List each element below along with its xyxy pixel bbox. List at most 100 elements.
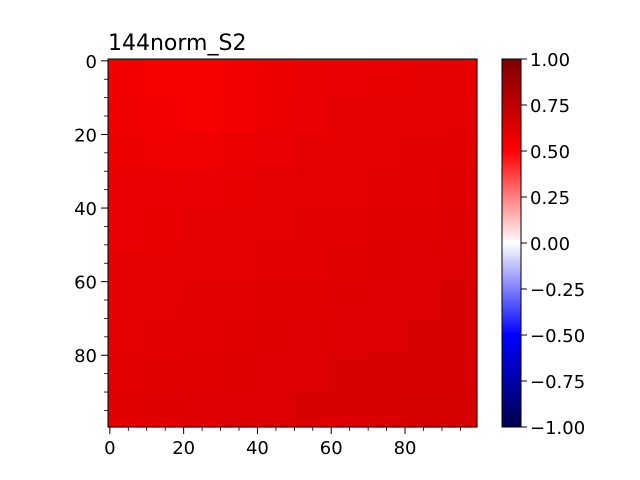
colorbar-tick-label: 0.75 <box>530 96 570 117</box>
y-tick-label: 20 <box>74 125 97 146</box>
heatmap-cell <box>366 279 404 318</box>
heatmap-cell <box>218 132 257 170</box>
heatmap-cell <box>108 132 146 170</box>
heatmap-cell <box>366 243 404 281</box>
heatmap-cell <box>366 132 404 170</box>
heatmap-cell <box>181 206 220 244</box>
colorbar-tick-label: 0.50 <box>530 142 570 163</box>
heatmap-cell <box>329 132 367 170</box>
heatmap-cell <box>292 206 330 244</box>
colorbar-tick-label: 0.25 <box>530 188 570 209</box>
y-tick-label: 80 <box>74 346 97 367</box>
heatmap-cell <box>329 279 367 318</box>
colorbar-tick-label: −0.75 <box>530 372 585 393</box>
x-tick-label: 40 <box>246 438 269 459</box>
heatmap-cell <box>292 132 330 170</box>
heatmap-cell <box>292 353 330 391</box>
heatmap-cell <box>144 169 183 207</box>
heatmap-cell <box>329 206 367 244</box>
heatmap-cell <box>403 59 441 97</box>
heatmap-cell <box>366 390 404 428</box>
y-tick-label: 60 <box>74 273 97 294</box>
heatmap-cell <box>218 353 257 391</box>
heatmap-cell <box>181 316 220 354</box>
x-axis: 0 20 40 60 80 <box>104 427 461 459</box>
heatmap-cell <box>181 59 220 97</box>
heatmap-cell <box>181 243 220 281</box>
heatmap-cell <box>144 59 183 97</box>
heatmap-cell <box>108 279 146 318</box>
y-tick-label: 40 <box>74 199 97 220</box>
heatmap-cell <box>255 59 294 97</box>
heatmap-cell <box>255 353 294 391</box>
heatmap-cell <box>440 59 478 97</box>
heatmap-cell <box>403 206 441 244</box>
heatmap-cell <box>366 316 404 354</box>
heatmap-cell <box>403 95 441 134</box>
heatmap-cell <box>181 132 220 170</box>
heatmap-cell <box>329 353 367 391</box>
x-tick-label: 60 <box>320 438 343 459</box>
heatmap-cell <box>403 169 441 207</box>
colorbar-tick-label: −0.50 <box>530 326 585 347</box>
heatmap-cell <box>403 353 441 391</box>
heatmap-cell <box>181 279 220 318</box>
heatmap-cell <box>366 169 404 207</box>
heatmap-cell <box>403 132 441 170</box>
heatmap-cell <box>255 316 294 354</box>
heatmap-cell <box>218 206 257 244</box>
chart-title: 144norm_S2 <box>108 31 246 56</box>
heatmap-cell <box>181 95 220 134</box>
heatmap-cell <box>108 316 146 354</box>
x-tick-label: 20 <box>172 438 195 459</box>
heatmap-cell <box>403 316 441 354</box>
colorbar-tick-label: −0.25 <box>530 280 585 301</box>
heatmap-cell <box>218 390 257 428</box>
y-tick-label: 0 <box>86 52 97 73</box>
heatmap-cell <box>255 279 294 318</box>
heatmap-cell <box>144 95 183 134</box>
heatmap-cell <box>218 243 257 281</box>
heatmap-cell <box>144 390 183 428</box>
heatmap-cell <box>255 169 294 207</box>
heatmap-cell <box>181 353 220 391</box>
heatmap-cell <box>440 206 478 244</box>
heatmap-cell <box>255 95 294 134</box>
heatmap-cell <box>144 316 183 354</box>
heatmap-cell <box>440 243 478 281</box>
heatmap-cell <box>329 243 367 281</box>
colorbar <box>501 58 522 428</box>
x-tick-label: 0 <box>104 438 115 459</box>
heatmap-cell <box>366 353 404 391</box>
heatmap-cell <box>329 316 367 354</box>
heatmap-cell <box>108 390 146 428</box>
colorbar-tick-label: 1.00 <box>530 50 570 71</box>
heatmap-cell <box>218 279 257 318</box>
heatmap-cell <box>440 353 478 391</box>
heatmap-cell <box>108 169 146 207</box>
heatmap-cell <box>108 243 146 281</box>
heatmap-cell <box>218 95 257 134</box>
heatmap-cell <box>108 95 146 134</box>
heatmap-cell <box>329 169 367 207</box>
heatmap-cell <box>366 95 404 134</box>
heatmap-cell <box>255 243 294 281</box>
heatmap-cell <box>403 243 441 281</box>
heatmap-cell <box>440 390 478 428</box>
heatmap-cell <box>440 95 478 134</box>
colorbar-tick-label: 0.00 <box>530 234 570 255</box>
heatmap-cell <box>144 132 183 170</box>
heatmap-cell <box>292 59 330 97</box>
heatmap-cell <box>255 206 294 244</box>
heatmap-cell <box>218 169 257 207</box>
colorbar-axis: 1.00 0.75 0.50 0.25 0.00 −0.25 −0.50 −0.75 −1.00 <box>521 50 585 439</box>
heatmap-image <box>108 59 478 428</box>
heatmap-cell <box>144 243 183 281</box>
heatmap-cell <box>108 353 146 391</box>
heatmap-cell <box>181 390 220 428</box>
heatmap-cell <box>292 95 330 134</box>
heatmap-cell <box>366 206 404 244</box>
heatmap-cell <box>292 279 330 318</box>
heatmap-cell <box>292 243 330 281</box>
